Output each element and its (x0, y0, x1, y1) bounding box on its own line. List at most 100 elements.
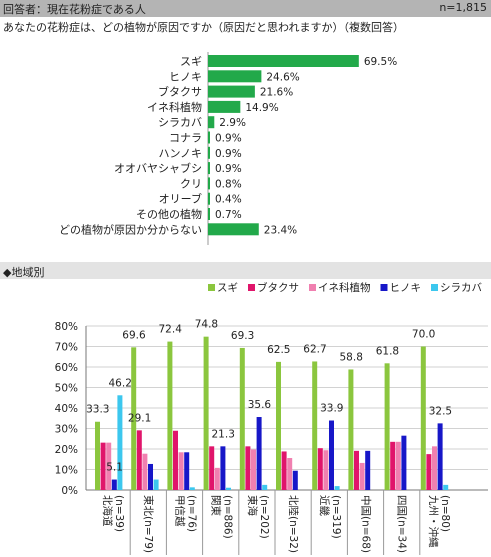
respondents-label: 回答者：現在花粉症である人 (3, 3, 146, 16)
bar (208, 162, 210, 175)
bar (95, 421, 100, 490)
bar (287, 458, 293, 490)
data-label: 58.8 (340, 351, 363, 363)
category-label: 東北(n=79) (142, 495, 155, 553)
bar (208, 208, 210, 220)
data-label: 33.9 (320, 403, 343, 415)
category-label-line: 関東 (210, 495, 223, 516)
category-label: 北海道 (n=39) (101, 495, 125, 532)
category-label-line: 九州・沖縄 (427, 495, 440, 548)
bar (395, 441, 401, 490)
bar (214, 467, 220, 490)
overall-bar-chart: スギ 69.5% ヒノキ 24.6% ブタクサ 21.6% イネ科植物 14.9% シラカバ 2.… (59, 52, 397, 245)
data-label: 69.3 (231, 330, 254, 342)
category-label-line: 北海道 (101, 495, 114, 527)
value-label: 0.7% (215, 209, 242, 221)
bar (354, 450, 359, 490)
category-label-line: 四国(n=34) (396, 495, 408, 553)
category-label-line: (n=202) (258, 495, 270, 539)
bar (117, 395, 123, 490)
header-bar: 回答者：現在花粉症である人 n=1,815 (0, 0, 491, 17)
bar (226, 487, 231, 490)
data-label: 69.6 (122, 329, 146, 341)
bar (167, 341, 173, 490)
bar (208, 85, 255, 98)
bar (312, 361, 318, 490)
legend-swatch (380, 284, 388, 291)
category-label: クリ (180, 177, 202, 190)
data-label: 5.1 (106, 462, 123, 474)
legend-swatch (248, 284, 255, 291)
bar (208, 131, 210, 144)
category-label-line: (n=886) (222, 495, 234, 539)
category-label: その他の植物 (136, 207, 202, 221)
legend-label: スギ (217, 282, 238, 294)
data-label: 62.7 (303, 343, 326, 355)
category-label: 東海 (n=202) (246, 495, 270, 539)
category-label: シラカバ (158, 116, 202, 129)
category-label-line: (n=80) (439, 495, 451, 532)
category-label: コナラ (169, 132, 202, 145)
bar (148, 463, 153, 490)
legend-swatch (309, 284, 316, 291)
bar (239, 347, 245, 490)
bar (142, 453, 148, 490)
bar (365, 450, 371, 490)
bar (443, 484, 449, 490)
category-label: 関東 (n=886) (210, 495, 234, 539)
bar (208, 223, 259, 236)
bar (131, 347, 137, 490)
category-label: 北陸(n=32) (287, 495, 300, 553)
bar (256, 417, 262, 490)
y-tick-label: 70% (55, 342, 78, 354)
bar (208, 116, 215, 129)
section-regional-header: ◆地域別 (0, 262, 491, 279)
bar (178, 452, 184, 490)
category-label-line: 近畿 (318, 495, 331, 516)
category-label: オオバヤシャブシ (114, 161, 202, 175)
y-tick-label: 50% (55, 383, 78, 395)
bar (329, 420, 334, 490)
y-tick-label: 30% (55, 424, 78, 436)
bar (432, 446, 437, 490)
value-label: 0.4% (215, 194, 242, 206)
value-label: 69.5% (364, 56, 397, 68)
bar (209, 446, 215, 490)
category-label-line: 甲信越 (173, 495, 186, 527)
legend-swatch (208, 284, 215, 291)
y-tick-label: 10% (55, 465, 78, 477)
category-label-line: 北陸(n=32) (287, 495, 300, 553)
bar (317, 448, 323, 490)
category-label: 中国(n=68) (359, 495, 372, 553)
category-label-line: 東海 (246, 495, 259, 516)
value-label: 14.9% (245, 102, 278, 114)
value-label: 0.9% (215, 133, 242, 145)
category-label: どの植物が原因か分からない (59, 222, 202, 236)
y-tick-label: 60% (55, 362, 78, 374)
bar (251, 449, 256, 490)
bar (437, 423, 443, 490)
category-label-line: 中国(n=68) (359, 495, 372, 553)
bar (281, 451, 287, 490)
category-label: 四国(n=34) (396, 495, 408, 553)
category-label: スギ (180, 55, 202, 68)
category-label: ブタクサ (158, 85, 202, 99)
data-label: 62.5 (267, 344, 290, 356)
category-label-line: 東北(n=79) (142, 495, 155, 553)
value-label: 0.9% (215, 163, 242, 175)
legend-swatch (431, 284, 438, 291)
legend-label: ヒノキ (390, 282, 422, 294)
bar (208, 146, 210, 159)
data-label: 29.1 (128, 412, 151, 424)
data-label: 32.5 (429, 405, 452, 417)
bar (323, 450, 329, 490)
bar (208, 177, 210, 190)
category-label-line: (n=319) (330, 495, 342, 539)
bar (153, 479, 159, 490)
bar (245, 446, 251, 490)
category-label-line: (n=39) (113, 495, 125, 532)
bar (106, 442, 112, 490)
bar (420, 346, 426, 490)
data-label: 46.2 (109, 377, 132, 389)
